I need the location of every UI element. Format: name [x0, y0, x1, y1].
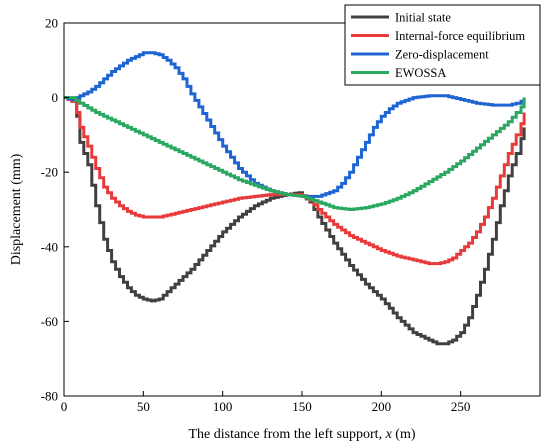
- series-layer: [64, 51, 526, 346]
- x-axis-label-suffix: (m): [392, 427, 416, 442]
- y-tick-label--80: -80: [41, 389, 58, 404]
- y-axis-label: Displacement (mm): [9, 153, 24, 265]
- legend-label-2: Internal-force equilibrium: [395, 29, 525, 43]
- x-axis-label-prefix: The distance from the left support,: [188, 427, 385, 442]
- series-line-1: [64, 96, 526, 346]
- y-tick-label-0: 0: [52, 90, 59, 105]
- x-tick-label-150: 150: [292, 399, 312, 414]
- y-tick-label--40: -40: [41, 239, 58, 254]
- series-line-4: [64, 96, 526, 211]
- x-axis-label: The distance from the left support, x (m…: [188, 427, 415, 442]
- x-tick-label-100: 100: [213, 399, 233, 414]
- y-tick-label--60: -60: [41, 314, 58, 329]
- legend-label-1: Initial state: [395, 11, 451, 25]
- legend-label-4: EWOSSA: [395, 66, 446, 80]
- x-tick-label-200: 200: [372, 399, 392, 414]
- legend-label-3: Zero-displacement: [395, 48, 489, 62]
- y-tick-label-20: 20: [45, 16, 58, 31]
- y-tick-label--20: -20: [41, 165, 58, 180]
- x-tick-label-250: 250: [451, 399, 471, 414]
- legend: Initial state Internal-force equilibrium Z…: [344, 4, 541, 86]
- series-line-2: [64, 96, 526, 266]
- x-tick-label-50: 50: [137, 399, 150, 414]
- x-tick-label-0: 0: [61, 399, 68, 414]
- ticks-layer: 0 50 100 150 200 250 -80 -60 -40 -20 0 20: [41, 16, 471, 415]
- x-axis-label-var: x: [385, 427, 393, 442]
